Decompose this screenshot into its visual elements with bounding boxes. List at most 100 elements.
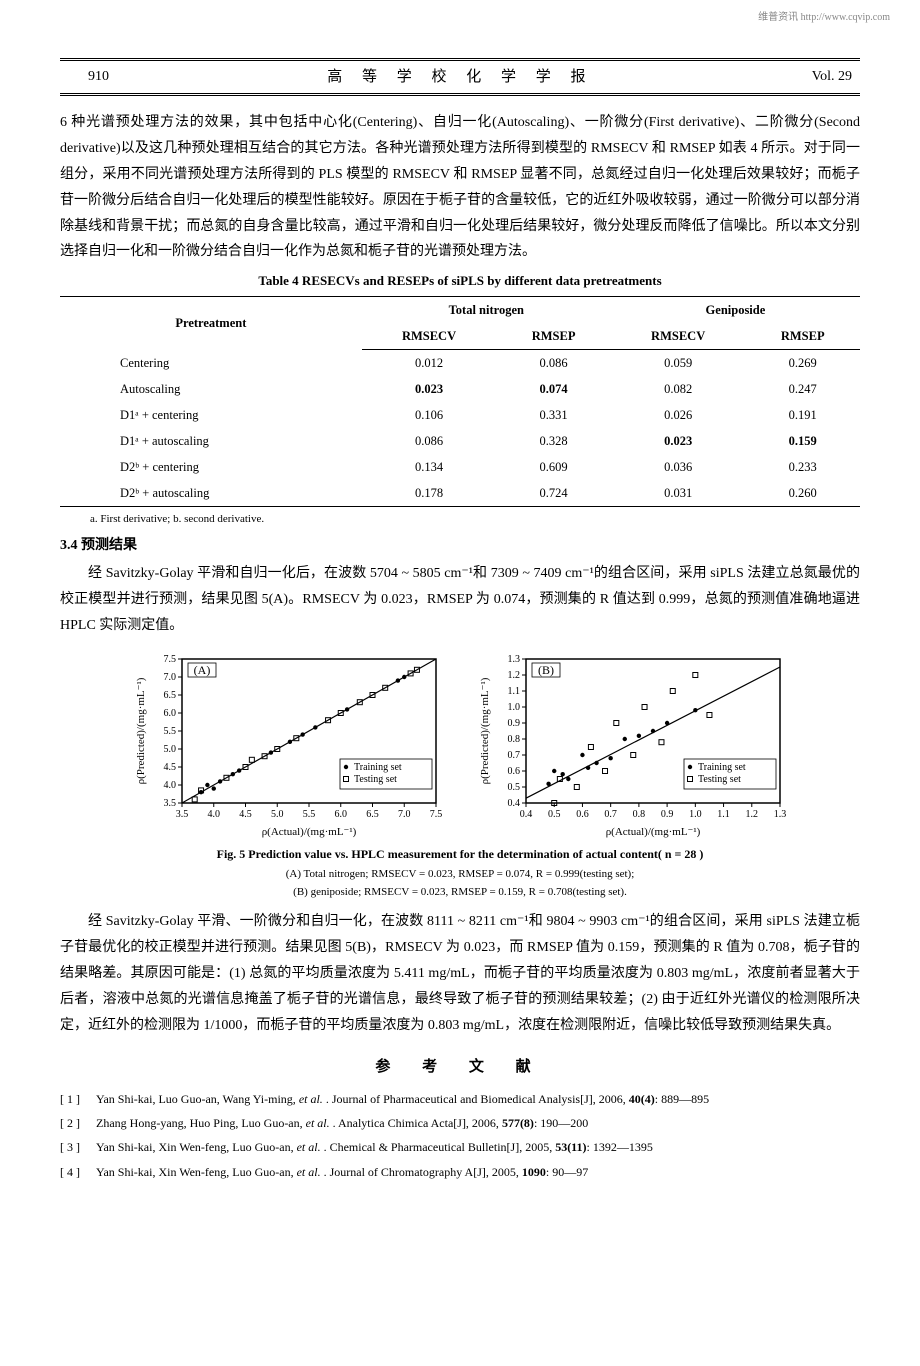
table-row: D1ᵃ + autoscaling0.0860.3280.0230.159 — [60, 428, 860, 454]
table-cell: 0.026 — [611, 402, 746, 428]
svg-text:ρ(Predicted)/(mg·mL⁻¹): ρ(Predicted)/(mg·mL⁻¹) — [479, 677, 491, 784]
svg-text:0.9: 0.9 — [661, 809, 674, 820]
volume-label: Vol. 29 — [812, 66, 860, 88]
svg-text:4.0: 4.0 — [164, 780, 177, 791]
svg-text:6.5: 6.5 — [164, 690, 177, 701]
svg-text:6.0: 6.0 — [335, 809, 348, 820]
svg-text:Testing set: Testing set — [698, 774, 741, 785]
table-row: Autoscaling0.0230.0740.0820.247 — [60, 376, 860, 402]
table-cell: 0.331 — [496, 402, 611, 428]
svg-text:0.7: 0.7 — [508, 750, 521, 761]
table-cell: Centering — [60, 350, 362, 377]
table4-caption: Table 4 RESECVs and RESEPs of siPLS by d… — [60, 271, 860, 292]
table-cell: 0.159 — [745, 428, 860, 454]
table-cell: D2ᵇ + centering — [60, 454, 362, 480]
th-rmsecv-gp: RMSECV — [611, 323, 746, 350]
table-row: D2ᵇ + centering0.1340.6090.0360.233 — [60, 454, 860, 480]
table-cell: Autoscaling — [60, 376, 362, 402]
table-cell: 0.059 — [611, 350, 746, 377]
svg-text:ρ(Actual)/(mg·mL⁻¹): ρ(Actual)/(mg·mL⁻¹) — [262, 826, 357, 838]
table-cell: 0.023 — [611, 428, 746, 454]
paragraph-pretreatment: 6 种光谱预处理方法的效果，其中包括中心化(Centering)、自归一化(Au… — [60, 110, 860, 265]
svg-text:4.5: 4.5 — [164, 762, 177, 773]
table-cell: 0.036 — [611, 454, 746, 480]
svg-text:1.3: 1.3 — [508, 654, 521, 665]
svg-text:5.5: 5.5 — [164, 726, 177, 737]
table-cell: 0.082 — [611, 376, 746, 402]
table-cell: 0.086 — [362, 428, 497, 454]
svg-text:4.0: 4.0 — [208, 809, 221, 820]
svg-text:0.8: 0.8 — [508, 734, 521, 745]
svg-text:1.0: 1.0 — [508, 702, 521, 713]
table-cell: 0.269 — [745, 350, 860, 377]
table-cell: 0.074 — [496, 376, 611, 402]
svg-text:5.5: 5.5 — [303, 809, 316, 820]
page-number: 910 — [60, 66, 109, 88]
th-rmsep-gp: RMSEP — [745, 323, 860, 350]
watermark: 维普资讯 http://www.cqvip.com — [758, 10, 890, 26]
reference-item: [ 4 ]Yan Shi-kai, Xin Wen-feng, Luo Guo-… — [60, 1162, 860, 1182]
svg-text:(B): (B) — [538, 663, 554, 677]
references-title: 参 考 文 献 — [60, 1055, 860, 1079]
th-group-gp: Geniposide — [611, 297, 860, 324]
table-cell: 0.609 — [496, 454, 611, 480]
svg-text:6.0: 6.0 — [164, 708, 177, 719]
svg-text:5.0: 5.0 — [164, 744, 177, 755]
reference-item: [ 1 ]Yan Shi-kai, Luo Guo-an, Wang Yi-mi… — [60, 1089, 860, 1109]
svg-text:6.5: 6.5 — [366, 809, 379, 820]
page-header: 910 高 等 学 校 化 学 学 报 Vol. 29 — [60, 58, 860, 96]
th-group-tn: Total nitrogen — [362, 297, 611, 324]
svg-text:ρ(Actual)/(mg·mL⁻¹): ρ(Actual)/(mg·mL⁻¹) — [606, 826, 701, 838]
section-3-4-title: 3.4 预测结果 — [60, 535, 860, 557]
svg-text:7.5: 7.5 — [164, 654, 177, 665]
table-cell: 0.086 — [496, 350, 611, 377]
section-3-4-para-a: 经 Savitzky-Golay 平滑和自归一化后，在波数 5704 ~ 580… — [60, 561, 860, 639]
table-cell: 0.724 — [496, 480, 611, 507]
svg-text:4.5: 4.5 — [239, 809, 252, 820]
table-cell: 0.233 — [745, 454, 860, 480]
reference-item: [ 3 ]Yan Shi-kai, Xin Wen-feng, Luo Guo-… — [60, 1137, 860, 1157]
svg-text:(A): (A) — [194, 663, 211, 677]
table4: Pretreatment Total nitrogen Geniposide R… — [60, 296, 860, 507]
svg-text:1.1: 1.1 — [508, 686, 521, 697]
th-pretreatment: Pretreatment — [60, 297, 362, 350]
svg-text:0.4: 0.4 — [520, 809, 533, 820]
svg-text:0.5: 0.5 — [508, 782, 521, 793]
table4-footnote: a. First derivative; b. second derivativ… — [90, 511, 860, 529]
table-row: Centering0.0120.0860.0590.269 — [60, 350, 860, 377]
references-list: [ 1 ]Yan Shi-kai, Luo Guo-an, Wang Yi-mi… — [60, 1089, 860, 1183]
table-cell: 0.106 — [362, 402, 497, 428]
journal-title: 高 等 学 校 化 学 学 报 — [327, 65, 593, 89]
svg-text:0.9: 0.9 — [508, 718, 521, 729]
table-cell: 0.178 — [362, 480, 497, 507]
svg-text:Testing set: Testing set — [354, 774, 397, 785]
svg-text:Training set: Training set — [698, 762, 746, 773]
svg-text:Training set: Training set — [354, 762, 402, 773]
svg-text:1.1: 1.1 — [717, 809, 730, 820]
figure5-sub-a: (A) Total nitrogen; RMSECV = 0.023, RMSE… — [60, 866, 860, 884]
figure5-row: 3.54.04.55.05.56.06.57.07.53.54.04.55.05… — [60, 649, 860, 839]
table-cell: D1ᵃ + centering — [60, 402, 362, 428]
svg-text:1.2: 1.2 — [746, 809, 759, 820]
svg-text:0.5: 0.5 — [548, 809, 561, 820]
table-cell: 0.023 — [362, 376, 497, 402]
table-cell: 0.031 — [611, 480, 746, 507]
table-cell: 0.191 — [745, 402, 860, 428]
svg-text:0.6: 0.6 — [508, 766, 521, 777]
table-row: D1ᵃ + centering0.1060.3310.0260.191 — [60, 402, 860, 428]
table-cell: 0.134 — [362, 454, 497, 480]
svg-text:7.0: 7.0 — [398, 809, 411, 820]
table-row: D2ᵇ + autoscaling0.1780.7240.0310.260 — [60, 480, 860, 507]
table-cell: 0.328 — [496, 428, 611, 454]
table-cell: 0.247 — [745, 376, 860, 402]
svg-text:7.0: 7.0 — [164, 672, 177, 683]
table-cell: D1ᵃ + autoscaling — [60, 428, 362, 454]
th-rmsep-tn: RMSEP — [496, 323, 611, 350]
figure5-b: 0.40.50.60.70.80.91.01.11.21.30.40.50.60… — [472, 649, 792, 839]
section-3-4-para-b: 经 Savitzky-Golay 平滑、一阶微分和自归一化，在波数 8111 ~… — [60, 909, 860, 1038]
svg-text:1.2: 1.2 — [508, 670, 521, 681]
svg-text:5.0: 5.0 — [271, 809, 284, 820]
figure5-caption: Fig. 5 Prediction value vs. HPLC measure… — [60, 845, 860, 864]
table-cell: 0.012 — [362, 350, 497, 377]
svg-text:7.5: 7.5 — [430, 809, 443, 820]
